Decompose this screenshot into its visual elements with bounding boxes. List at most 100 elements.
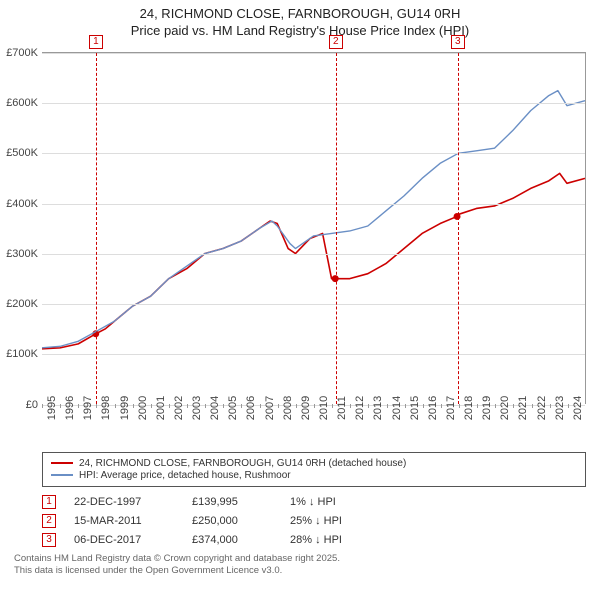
x-tick-label: 2008 xyxy=(282,396,294,420)
x-tick-mark xyxy=(115,404,116,408)
x-tick-mark xyxy=(187,404,188,408)
x-tick-mark xyxy=(513,404,514,408)
y-tick-label: £500K xyxy=(2,147,38,159)
x-tick-label: 2023 xyxy=(554,396,566,420)
x-tick-mark xyxy=(387,404,388,408)
y-tick-label: £700K xyxy=(2,47,38,59)
x-tick-mark xyxy=(96,404,97,408)
x-tick-mark xyxy=(133,404,134,408)
event-marker-flag: 1 xyxy=(89,35,103,49)
y-tick-label: £200K xyxy=(2,298,38,310)
event-price: £139,995 xyxy=(192,496,272,508)
x-tick-mark xyxy=(60,404,61,408)
x-tick-mark xyxy=(405,404,406,408)
gridline xyxy=(42,103,585,104)
legend-swatch xyxy=(51,474,73,476)
x-tick-mark xyxy=(550,404,551,408)
x-tick-mark xyxy=(42,404,43,408)
x-tick-label: 2012 xyxy=(354,396,366,420)
chart-plot-area: £0£100K£200K£300K£400K£500K£600K£700K123 xyxy=(42,52,586,404)
y-tick-label: £300K xyxy=(2,248,38,260)
x-tick-label: 2003 xyxy=(191,396,203,420)
x-tick-mark xyxy=(78,404,79,408)
x-tick-label: 2024 xyxy=(572,396,584,420)
chart-svg xyxy=(42,53,585,404)
x-tick-label: 2014 xyxy=(391,396,403,420)
x-tick-mark xyxy=(568,404,569,408)
x-tick-label: 2022 xyxy=(536,396,548,420)
x-tick-label: 2021 xyxy=(517,396,529,420)
legend-label: 24, RICHMOND CLOSE, FARNBOROUGH, GU14 0R… xyxy=(79,458,406,469)
event-row: 3 06-DEC-2017 £374,000 28% ↓ HPI xyxy=(42,533,586,547)
credit-block: Contains HM Land Registry data © Crown c… xyxy=(14,553,586,578)
x-tick-label: 2004 xyxy=(209,396,221,420)
x-tick-mark xyxy=(223,404,224,408)
x-tick-mark xyxy=(314,404,315,408)
x-tick-mark xyxy=(278,404,279,408)
x-tick-mark xyxy=(441,404,442,408)
x-tick-label: 1998 xyxy=(100,396,112,420)
series-line-hpi xyxy=(42,90,585,347)
event-delta: 25% ↓ HPI xyxy=(290,515,342,527)
event-marker-flag: 3 xyxy=(451,35,465,49)
event-marker-line xyxy=(96,53,97,404)
x-tick-mark xyxy=(350,404,351,408)
event-marker-line xyxy=(336,53,337,404)
x-tick-label: 2007 xyxy=(264,396,276,420)
event-marker-line xyxy=(458,53,459,404)
event-row: 2 15-MAR-2011 £250,000 25% ↓ HPI xyxy=(42,514,586,528)
event-marker-icon: 2 xyxy=(42,514,56,528)
title-line-1: 24, RICHMOND CLOSE, FARNBOROUGH, GU14 0R… xyxy=(0,6,600,23)
event-delta: 1% ↓ HPI xyxy=(290,496,336,508)
x-tick-mark xyxy=(477,404,478,408)
sale-events-table: 1 22-DEC-1997 £139,995 1% ↓ HPI 2 15-MAR… xyxy=(42,495,586,547)
event-delta: 28% ↓ HPI xyxy=(290,534,342,546)
event-price: £374,000 xyxy=(192,534,272,546)
event-date: 15-MAR-2011 xyxy=(74,515,174,527)
x-tick-label: 2002 xyxy=(173,396,185,420)
x-tick-label: 1996 xyxy=(64,396,76,420)
x-tick-mark xyxy=(423,404,424,408)
x-tick-label: 2020 xyxy=(499,396,511,420)
credit-line: Contains HM Land Registry data © Crown c… xyxy=(14,553,586,565)
series-line-price_paid xyxy=(42,173,585,349)
x-tick-mark xyxy=(241,404,242,408)
x-tick-label: 1995 xyxy=(46,396,58,420)
x-tick-mark xyxy=(332,404,333,408)
x-tick-label: 2016 xyxy=(427,396,439,420)
legend-item: 24, RICHMOND CLOSE, FARNBOROUGH, GU14 0R… xyxy=(51,458,577,469)
x-tick-label: 2017 xyxy=(445,396,457,420)
event-date: 06-DEC-2017 xyxy=(74,534,174,546)
x-tick-label: 2001 xyxy=(155,396,167,420)
gridline xyxy=(42,204,585,205)
x-tick-mark xyxy=(169,404,170,408)
x-tick-mark xyxy=(296,404,297,408)
x-tick-label: 2006 xyxy=(245,396,257,420)
x-tick-mark xyxy=(260,404,261,408)
x-tick-label: 2015 xyxy=(409,396,421,420)
x-tick-label: 2010 xyxy=(318,396,330,420)
x-tick-mark xyxy=(205,404,206,408)
gridline xyxy=(42,254,585,255)
legend-swatch xyxy=(51,462,73,464)
x-tick-label: 2011 xyxy=(336,396,348,420)
x-tick-label: 2009 xyxy=(300,396,312,420)
gridline xyxy=(42,53,585,54)
y-tick-label: £400K xyxy=(2,198,38,210)
event-marker-icon: 3 xyxy=(42,533,56,547)
x-tick-label: 2000 xyxy=(137,396,149,420)
x-tick-mark xyxy=(151,404,152,408)
y-tick-label: £0 xyxy=(2,399,38,411)
x-tick-label: 1999 xyxy=(119,396,131,420)
x-tick-label: 2013 xyxy=(372,396,384,420)
legend-item: HPI: Average price, detached house, Rush… xyxy=(51,470,577,481)
gridline xyxy=(42,304,585,305)
event-price: £250,000 xyxy=(192,515,272,527)
y-tick-label: £100K xyxy=(2,348,38,360)
legend-label: HPI: Average price, detached house, Rush… xyxy=(79,470,291,481)
x-tick-label: 2019 xyxy=(481,396,493,420)
gridline xyxy=(42,354,585,355)
x-tick-label: 2018 xyxy=(463,396,475,420)
x-tick-mark xyxy=(459,404,460,408)
event-marker-icon: 1 xyxy=(42,495,56,509)
